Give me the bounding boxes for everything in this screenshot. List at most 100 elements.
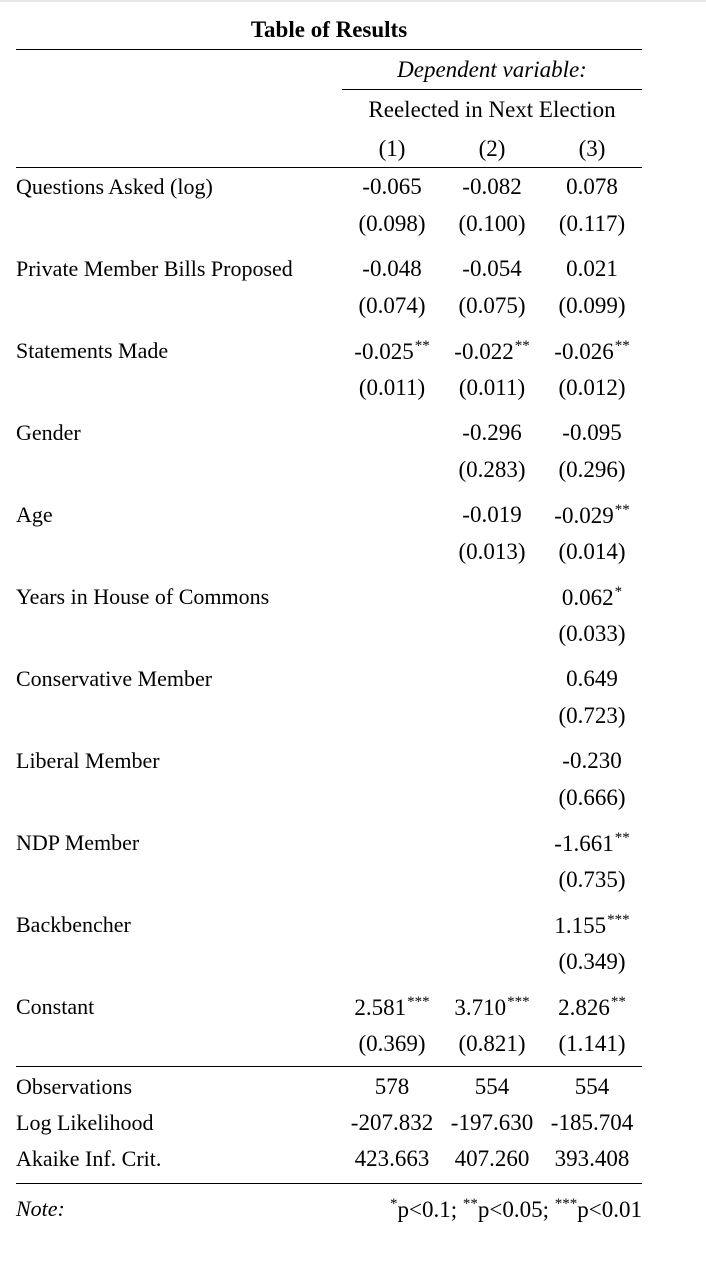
- coefficient-cell: -0.022**: [442, 338, 542, 365]
- standard-error-row: (0.369) (0.821) (1.141): [16, 1026, 642, 1062]
- standard-error-row: (0.033): [16, 616, 642, 652]
- standard-error-cell: (0.012): [558, 375, 626, 400]
- statistic-label: Observations: [16, 1074, 133, 1099]
- coefficient-cell: 0.078: [542, 174, 642, 200]
- note-label: Note:: [16, 1196, 65, 1221]
- note-text: p<0.01: [577, 1196, 642, 1222]
- coefficient-value: 3.710: [454, 994, 507, 1020]
- coefficient-cell: 0.649: [542, 666, 642, 692]
- standard-error-row: (0.011) (0.011) (0.012): [16, 370, 642, 406]
- significance-stars: **: [610, 993, 626, 1010]
- variable-label: NDP Member: [16, 830, 140, 855]
- standard-error-cell: (0.821): [458, 1031, 526, 1056]
- variable-label: Liberal Member: [16, 748, 160, 773]
- coefficient-cell: 0.021: [542, 256, 642, 282]
- dependent-variable-name-row: Reelected in Next Election: [16, 90, 642, 130]
- coefficient-cell: 2.826**: [542, 994, 642, 1021]
- standard-error-row: (0.283) (0.296): [16, 452, 642, 488]
- standard-error-row: (0.735): [16, 862, 642, 898]
- coefficient-cell: -0.230: [542, 748, 642, 774]
- note-star: **: [462, 1195, 478, 1212]
- coefficient-row: Questions Asked (log) -0.065 -0.082 0.078: [16, 168, 642, 206]
- standard-error-cell: (0.723): [558, 703, 626, 728]
- coefficient-cell: 1.155***: [542, 912, 642, 939]
- standard-error-cell: (0.074): [358, 293, 426, 318]
- note-star: *: [390, 1195, 398, 1212]
- statistic-row: Akaike Inf. Crit. 423.663 407.260 393.408: [16, 1141, 642, 1177]
- coefficient-value: -0.029: [554, 502, 614, 528]
- coefficient-value: 1.155: [554, 912, 607, 938]
- significance-stars: ***: [507, 993, 530, 1010]
- column-number: (1): [378, 135, 406, 161]
- note-row: Note: *p<0.1; **p<0.05; ***p<0.01: [16, 1184, 642, 1234]
- standard-error-cell: (0.011): [458, 375, 526, 400]
- coefficient-value: 0.062: [561, 584, 614, 610]
- variable-label: Constant: [16, 994, 95, 1019]
- significance-stars: **: [514, 337, 530, 354]
- standard-error-row: (0.349): [16, 944, 642, 980]
- standard-error-row: (0.098) (0.100) (0.117): [16, 206, 642, 242]
- coefficient-cell: -0.019: [442, 502, 542, 528]
- coefficient-value: -0.026: [554, 338, 614, 364]
- coefficient-row: Gender -0.296 -0.095: [16, 414, 642, 452]
- standard-error-cell: (0.013): [458, 539, 526, 564]
- standard-error-cell: (0.735): [558, 867, 626, 892]
- statistic-value: -207.832: [350, 1110, 434, 1135]
- standard-error-cell: (0.349): [558, 949, 626, 974]
- coefficient-value: -1.661: [554, 830, 614, 856]
- coefficient-value: -0.296: [462, 420, 522, 445]
- dependent-variable-name: Reelected in Next Election: [368, 97, 616, 122]
- standard-error-cell: (0.283): [458, 457, 526, 482]
- statistic-value: 423.663: [354, 1146, 430, 1171]
- coefficient-row: Constant 2.581*** 3.710*** 2.826**: [16, 988, 642, 1026]
- coefficient-cell: -0.082: [442, 174, 542, 200]
- column-number: (2): [478, 135, 506, 161]
- standard-error-row: (0.666): [16, 780, 642, 816]
- statistic-row: Observations 578 554 554: [16, 1069, 642, 1105]
- statistics-rows: Observations 578 554 554 Log Likelihood -207.…: [16, 1069, 642, 1177]
- statistic-value: -185.704: [550, 1110, 634, 1135]
- coefficient-row: Age -0.019 -0.029**: [16, 496, 642, 534]
- note-star: ***: [554, 1195, 578, 1212]
- note-text: p<0.1;: [397, 1196, 463, 1222]
- statistic-value: 393.408: [554, 1146, 630, 1171]
- coefficient-value: -0.230: [562, 748, 622, 773]
- statistic-value: 554: [574, 1074, 610, 1099]
- significance-stars: **: [414, 337, 430, 354]
- variable-label: Gender: [16, 420, 81, 445]
- variable-label: Private Member Bills Proposed: [16, 256, 293, 281]
- dependent-variable-label: Dependent variable:: [342, 50, 642, 90]
- coefficient-rows: Questions Asked (log) -0.065 -0.082 0.078 (0…: [16, 168, 642, 1062]
- coefficient-cell: 2.581***: [342, 994, 442, 1021]
- coefficient-row: Liberal Member -0.230: [16, 742, 642, 780]
- results-table: Table of Results Dependent variable: Ree…: [16, 0, 642, 1234]
- coefficient-cell: 0.062*: [542, 584, 642, 611]
- coefficient-row: Private Member Bills Proposed -0.048 -0.05…: [16, 250, 642, 288]
- coefficient-value: -0.054: [462, 256, 522, 281]
- coefficient-cell: -0.029**: [542, 502, 642, 529]
- significance-stars: **: [614, 337, 630, 354]
- significance-stars: ***: [407, 993, 430, 1010]
- standard-error-cell: (0.075): [458, 293, 526, 318]
- standard-error-row: (0.074) (0.075) (0.099): [16, 288, 642, 324]
- coefficient-value: 0.649: [566, 666, 618, 691]
- coefficient-value: -0.022: [454, 338, 514, 364]
- statistic-label: Log Likelihood: [16, 1110, 154, 1135]
- coefficient-cell: -0.296: [442, 420, 542, 446]
- standard-error-cell: (0.098): [358, 211, 426, 236]
- standard-error-row: (0.013) (0.014): [16, 534, 642, 570]
- standard-error-cell: (0.117): [558, 211, 626, 236]
- coefficient-value: 0.021: [566, 256, 618, 281]
- coefficient-row: NDP Member -1.661**: [16, 824, 642, 862]
- statistic-label: Akaike Inf. Crit.: [16, 1146, 162, 1171]
- standard-error-cell: (0.296): [558, 457, 626, 482]
- variable-label: Questions Asked (log): [16, 174, 213, 199]
- table-title: Table of Results: [16, 0, 642, 50]
- coefficient-cell: -0.065: [342, 174, 442, 200]
- coefficient-row: Backbencher 1.155***: [16, 906, 642, 944]
- divider: [16, 1066, 642, 1067]
- divider: [16, 1183, 642, 1184]
- standard-error-cell: (0.011): [358, 375, 426, 400]
- top-border: [0, 0, 706, 2]
- standard-error-cell: (0.099): [558, 293, 626, 318]
